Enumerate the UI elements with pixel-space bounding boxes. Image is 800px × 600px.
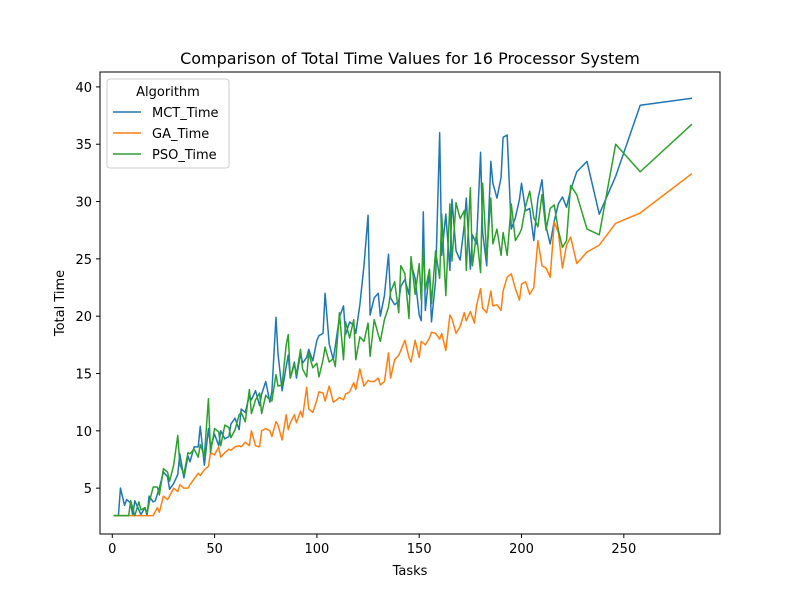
series-line-ga-time <box>113 172 693 517</box>
y-axis: 5 10 15 20 25 30 35 40 <box>75 81 100 497</box>
y-tick-label: 25 <box>75 253 92 268</box>
x-tick-label: 100 <box>304 542 329 557</box>
x-tick-label: 0 <box>108 542 116 557</box>
x-tick-label: 50 <box>206 542 223 557</box>
legend-entries: MCT_Time GA_Time PSO_Time <box>113 106 219 163</box>
x-tick-label: 150 <box>407 542 432 557</box>
legend-label-pso-time: PSO_Time <box>152 148 217 163</box>
y-tick-label: 35 <box>75 138 92 153</box>
y-tick-label: 15 <box>75 368 92 383</box>
y-tick-label: 40 <box>75 81 92 96</box>
x-axis-label: Tasks <box>392 564 428 579</box>
series-line-mct-time <box>113 97 693 517</box>
x-axis: 0 50 100 150 200 250 <box>108 534 636 557</box>
y-axis-label: Total Time <box>53 270 68 337</box>
axes-frame <box>99 71 721 535</box>
x-tick-label: 200 <box>509 542 534 557</box>
chart-title: Comparison of Total Time Values for 16 P… <box>180 49 640 68</box>
y-tick-label: 5 <box>84 482 92 497</box>
plot-area <box>99 71 721 535</box>
x-tick-label: 250 <box>611 542 636 557</box>
legend-label-mct-time: MCT_Time <box>152 106 219 121</box>
y-tick-label: 30 <box>75 196 92 211</box>
y-tick-label: 20 <box>75 310 92 325</box>
legend-box <box>106 78 230 169</box>
legend: Algorithm MCT_Time GA_Time PSO_Time <box>106 78 230 169</box>
legend-title: Algorithm <box>136 85 200 100</box>
legend-label-ga-time: GA_Time <box>152 127 209 142</box>
series-layer <box>113 97 693 517</box>
series-line-pso-time <box>113 123 693 517</box>
y-tick-label: 10 <box>75 425 92 440</box>
